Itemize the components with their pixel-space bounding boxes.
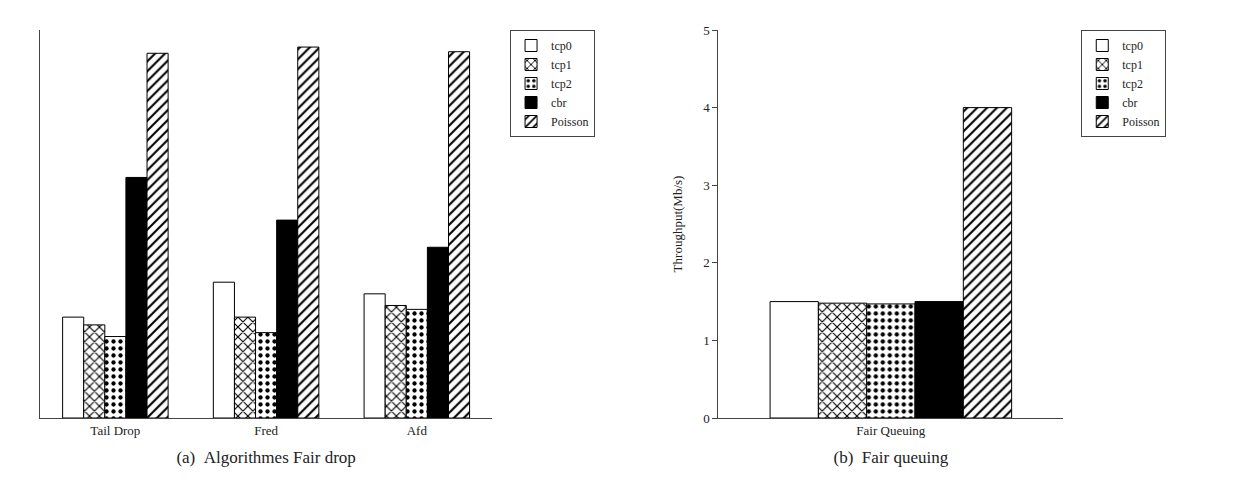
- svg-text:cbr: cbr: [551, 96, 566, 110]
- svg-text:tcp2: tcp2: [1122, 77, 1143, 91]
- svg-text:tcp0: tcp0: [1122, 39, 1143, 53]
- svg-text:Fred: Fred: [254, 423, 278, 438]
- svg-text:tcp1: tcp1: [551, 58, 572, 72]
- svg-text:2: 2: [703, 255, 710, 270]
- svg-text:1: 1: [703, 333, 710, 348]
- svg-text:4: 4: [703, 100, 710, 115]
- svg-text:5: 5: [703, 23, 710, 38]
- svg-text:cbr: cbr: [1122, 96, 1137, 110]
- svg-text:Tail Drop: Tail Drop: [90, 423, 140, 438]
- svg-text:Afd: Afd: [407, 423, 428, 438]
- svg-text:Throughput(Mb/s): Throughput(Mb/s): [670, 176, 685, 273]
- svg-text:Fair Queuing: Fair Queuing: [856, 423, 925, 438]
- svg-text:3: 3: [703, 178, 710, 193]
- svg-text:tcp2: tcp2: [551, 77, 572, 91]
- svg-text:tcp0: tcp0: [551, 39, 572, 53]
- svg-text:Poisson: Poisson: [551, 115, 588, 129]
- svg-text:(a) Algorithmes Fair drop: (a) Algorithmes Fair drop: [176, 448, 355, 467]
- svg-text:Poisson: Poisson: [1122, 115, 1159, 129]
- svg-text:tcp1: tcp1: [1122, 58, 1143, 72]
- svg-text:(b) Fair queuing: (b) Fair queuing: [833, 448, 948, 467]
- svg-text:0: 0: [703, 411, 710, 426]
